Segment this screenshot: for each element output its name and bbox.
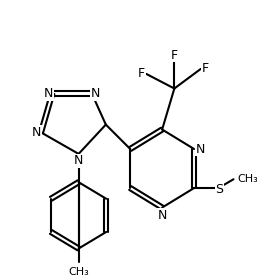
Text: CH₃: CH₃ bbox=[237, 174, 258, 184]
Text: N: N bbox=[196, 143, 205, 155]
Text: N: N bbox=[44, 87, 53, 100]
Text: F: F bbox=[138, 67, 145, 80]
Text: N: N bbox=[91, 87, 100, 100]
Text: CH₃: CH₃ bbox=[68, 267, 89, 277]
Text: S: S bbox=[216, 182, 223, 196]
Text: N: N bbox=[158, 209, 167, 222]
Text: F: F bbox=[171, 49, 178, 62]
Text: N: N bbox=[74, 154, 83, 167]
Text: F: F bbox=[202, 62, 209, 76]
Text: N: N bbox=[32, 126, 41, 139]
